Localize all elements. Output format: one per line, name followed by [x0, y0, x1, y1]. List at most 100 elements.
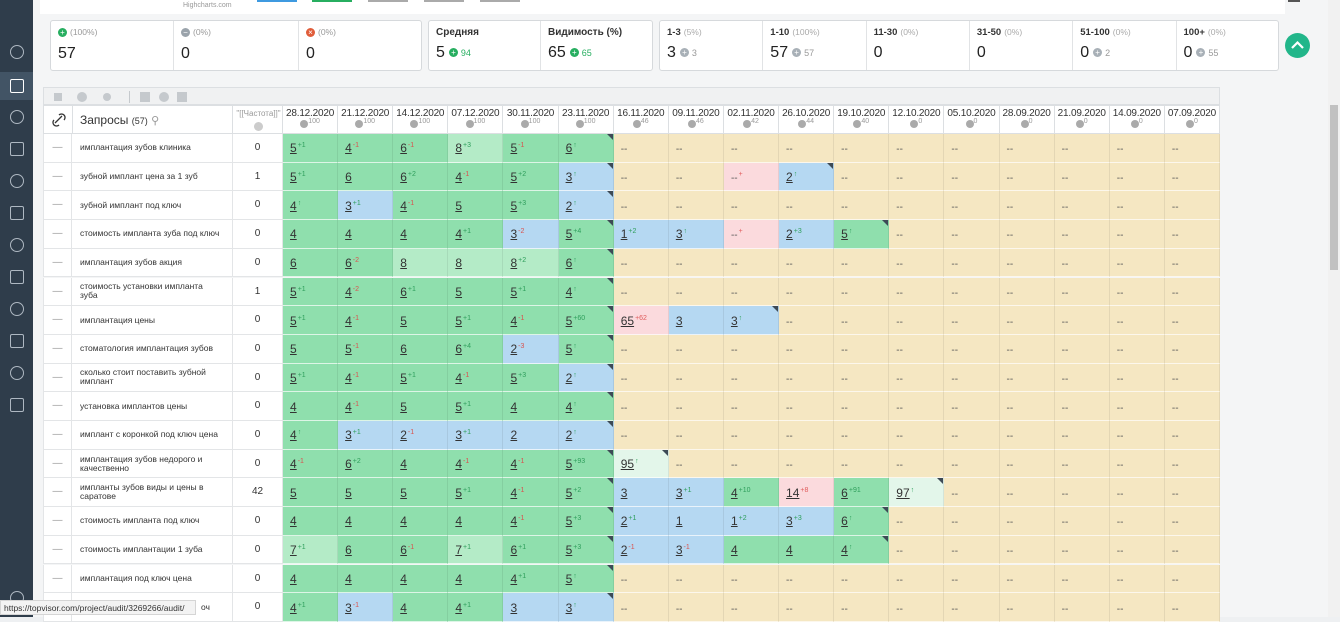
- position-cell[interactable]: 3↑: [558, 162, 614, 192]
- nav-icon[interactable]: [10, 206, 24, 220]
- position-cell[interactable]: 4-1: [283, 449, 339, 479]
- position-cell[interactable]: --: [1109, 507, 1165, 536]
- position-cell[interactable]: 4-1: [503, 306, 559, 335]
- position-cell[interactable]: --: [1054, 334, 1110, 364]
- date-header[interactable]: 28.09.2020 0: [999, 105, 1055, 134]
- position[interactable]: 4: [730, 543, 738, 558]
- position[interactable]: 2: [565, 370, 573, 385]
- position-cell[interactable]: --: [944, 363, 1000, 393]
- position-cell[interactable]: 5: [393, 392, 449, 421]
- position-cell[interactable]: --: [613, 277, 669, 307]
- nav-icon[interactable]: [10, 334, 24, 348]
- position[interactable]: 14: [786, 485, 800, 500]
- position[interactable]: 4: [290, 457, 297, 472]
- position[interactable]: 3: [345, 198, 352, 213]
- position-cell[interactable]: 8+2: [503, 248, 559, 278]
- position-cell[interactable]: --: [999, 564, 1055, 594]
- position-cell[interactable]: 4↑: [834, 535, 890, 565]
- position-cell[interactable]: --+: [723, 220, 780, 249]
- date-header[interactable]: 19.10.2020 40: [834, 105, 890, 134]
- position[interactable]: 5: [290, 141, 297, 156]
- position[interactable]: 2: [510, 342, 518, 357]
- position-cell[interactable]: 4+1: [283, 593, 339, 622]
- position-cell[interactable]: --: [779, 421, 835, 450]
- position-cell[interactable]: --: [1109, 593, 1165, 622]
- position-cell[interactable]: --: [1109, 248, 1165, 278]
- position-cell[interactable]: --: [1054, 564, 1110, 594]
- position[interactable]: 1: [675, 514, 683, 529]
- position-cell[interactable]: --: [1054, 306, 1110, 335]
- position[interactable]: 2: [786, 227, 793, 242]
- position[interactable]: 4: [510, 514, 518, 529]
- position-cell[interactable]: --: [889, 248, 945, 278]
- position-cell[interactable]: --: [944, 134, 1000, 163]
- position-cell[interactable]: 4-1: [448, 162, 504, 192]
- position-cell[interactable]: --: [834, 162, 890, 192]
- position[interactable]: 65: [620, 313, 635, 328]
- nav-icon[interactable]: [10, 238, 24, 252]
- position[interactable]: 3: [786, 514, 793, 529]
- position[interactable]: 5: [290, 370, 297, 385]
- position[interactable]: 5: [510, 370, 518, 385]
- position[interactable]: 5: [455, 198, 463, 213]
- position-cell[interactable]: --: [779, 334, 835, 364]
- position[interactable]: 6: [345, 457, 352, 472]
- position-cell[interactable]: --: [889, 134, 945, 163]
- position-cell[interactable]: 6+1: [503, 535, 559, 565]
- date-header[interactable]: 26.10.2020 44: [779, 105, 835, 134]
- position[interactable]: 4: [290, 399, 297, 414]
- position[interactable]: 2: [510, 428, 518, 443]
- nav-icon[interactable]: [10, 110, 24, 124]
- position[interactable]: 1: [620, 227, 628, 242]
- position[interactable]: 5: [290, 284, 297, 299]
- position-cell[interactable]: --: [889, 334, 945, 364]
- position[interactable]: 6: [400, 342, 407, 357]
- position-cell[interactable]: --: [834, 564, 890, 594]
- position-cell[interactable]: 5+2: [503, 162, 559, 192]
- position[interactable]: 4: [345, 571, 352, 586]
- position[interactable]: 7: [290, 543, 297, 558]
- position-cell[interactable]: --: [834, 248, 890, 278]
- position-cell[interactable]: 3+1: [448, 421, 504, 450]
- position-cell[interactable]: --: [723, 248, 780, 278]
- position-cell[interactable]: 2+3: [779, 220, 835, 249]
- position-cell[interactable]: 5+1: [283, 277, 339, 307]
- position-cell[interactable]: --: [723, 564, 780, 594]
- position-cell[interactable]: --: [834, 593, 890, 622]
- position-cell[interactable]: --: [999, 593, 1055, 622]
- position-cell[interactable]: 4-1: [338, 306, 394, 335]
- position-cell[interactable]: 4: [779, 535, 835, 565]
- position[interactable]: 5: [565, 313, 573, 328]
- position-cell[interactable]: 3-2: [503, 220, 559, 249]
- position-cell[interactable]: 5+1: [283, 306, 339, 335]
- position-cell[interactable]: --: [668, 334, 724, 364]
- position-cell[interactable]: 4: [283, 392, 339, 421]
- position-cell[interactable]: --: [1054, 535, 1110, 565]
- position-cell[interactable]: --: [1054, 507, 1110, 536]
- position[interactable]: 4: [290, 198, 297, 213]
- position[interactable]: 4: [510, 399, 518, 414]
- position-cell[interactable]: --: [1164, 507, 1220, 536]
- position-cell[interactable]: --: [1054, 220, 1110, 249]
- position[interactable]: 5: [565, 227, 573, 242]
- position-cell[interactable]: 6: [338, 535, 394, 565]
- position[interactable]: 6: [841, 485, 848, 500]
- position-cell[interactable]: --: [668, 191, 724, 221]
- position-cell[interactable]: --: [889, 535, 945, 565]
- position-cell[interactable]: --: [1054, 248, 1110, 278]
- position-cell[interactable]: --: [1164, 392, 1220, 421]
- position-cell[interactable]: --: [889, 421, 945, 450]
- position-cell[interactable]: 5+1: [283, 162, 339, 192]
- position[interactable]: 6: [345, 543, 352, 558]
- position[interactable]: 5: [400, 313, 407, 328]
- position-cell[interactable]: --: [1164, 277, 1220, 307]
- position-cell[interactable]: --: [889, 162, 945, 192]
- position[interactable]: 5: [510, 170, 518, 185]
- position[interactable]: 6: [565, 256, 573, 271]
- nav-icon[interactable]: [10, 366, 24, 380]
- position-cell[interactable]: --: [944, 564, 1000, 594]
- position-cell[interactable]: --: [1109, 191, 1165, 221]
- row-action[interactable]: —: [43, 449, 72, 479]
- position[interactable]: 6: [841, 514, 848, 529]
- position-cell[interactable]: --: [723, 334, 780, 364]
